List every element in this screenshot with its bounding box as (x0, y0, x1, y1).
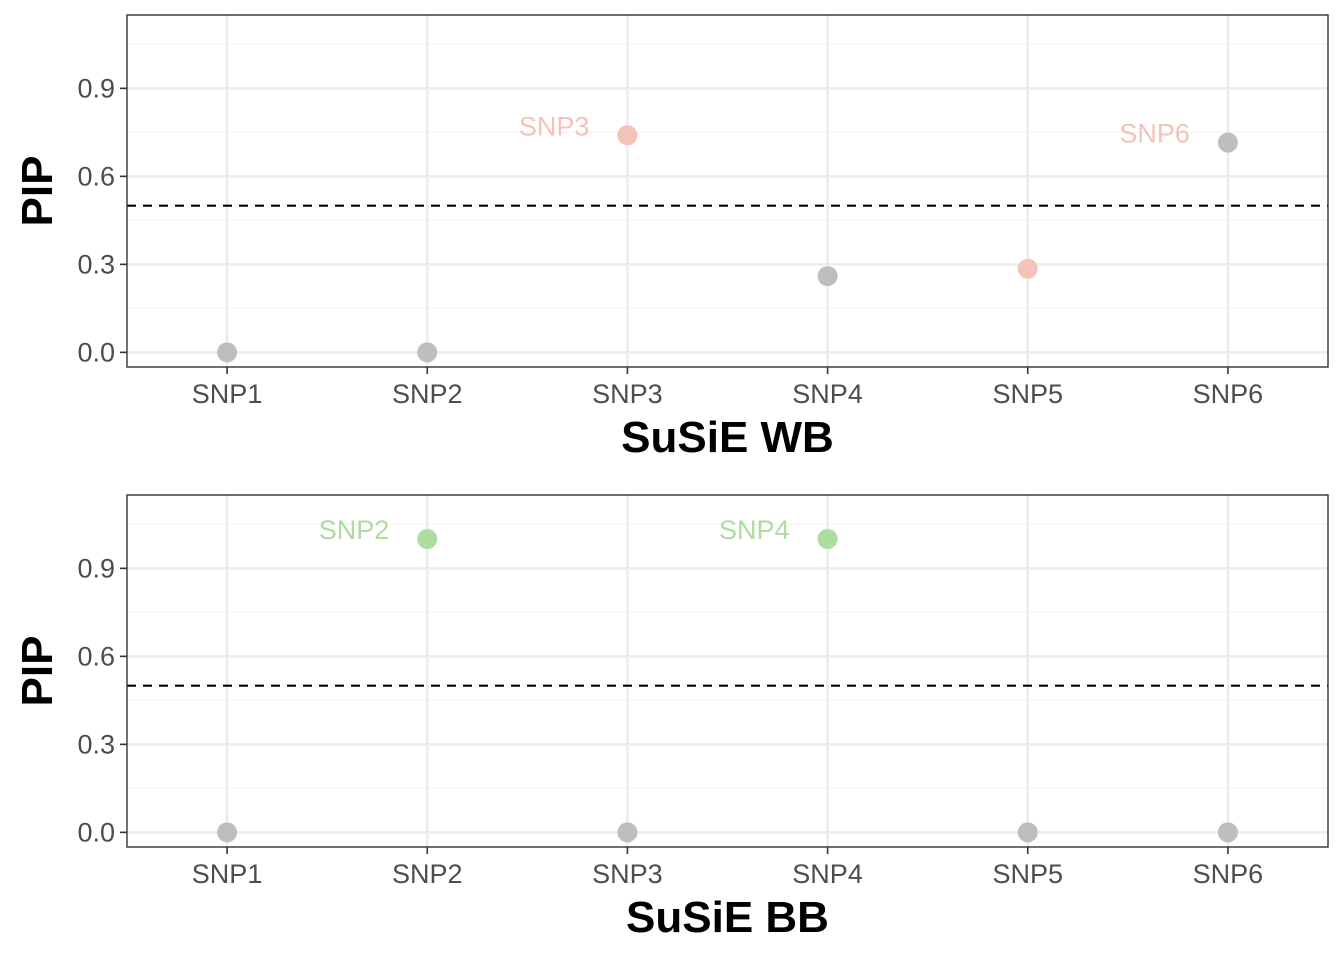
panel-background (127, 15, 1328, 367)
x-tick-label: SNP4 (792, 859, 863, 889)
x-tick-label: SNP5 (992, 379, 1063, 409)
y-axis-title: PIP (13, 636, 62, 707)
panel-background (127, 495, 1328, 847)
data-point-snp1 (217, 342, 238, 363)
panel-border (126, 14, 1329, 368)
x-tick-label: SNP5 (992, 859, 1063, 889)
x-tick-label: SNP1 (192, 859, 263, 889)
panel-1: SNP3 SNP6 0.0 0.3 0.6 0.9 SNP1 SNP2 SNP3 SNP4 SNP5… (13, 14, 1329, 462)
y-tick-label: 0.9 (77, 73, 115, 103)
x-axis-title: SuSiE BB (626, 893, 829, 942)
y-tick-label: 0.6 (77, 641, 115, 671)
y-tick-label: 0.9 (77, 553, 115, 583)
x-axis-title: SuSiE WB (621, 413, 834, 462)
data-point-snp2 (417, 529, 438, 549)
y-tick-label: 0.3 (77, 249, 115, 279)
data-point-snp3 (617, 822, 638, 843)
data-point-snp1 (217, 822, 238, 843)
point-label: SNP2 (319, 515, 390, 545)
point-label: SNP6 (1119, 119, 1190, 149)
data-point-snp4 (817, 529, 838, 549)
y-tick-label: 0.0 (77, 337, 115, 367)
x-tick-label: SNP3 (592, 859, 663, 889)
x-tick-label: SNP2 (392, 379, 463, 409)
point-label: SNP4 (719, 515, 790, 545)
data-point-snp3 (617, 125, 638, 146)
data-point-snp5 (1017, 822, 1038, 843)
panel-2: SNP2 SNP4 0.0 0.3 0.6 0.9 SNP1 SNP2 SNP3 SNP4 SNP5… (13, 494, 1329, 942)
x-tick-label: SNP4 (792, 379, 863, 409)
x-tick-label: SNP2 (392, 859, 463, 889)
point-label: SNP3 (519, 111, 590, 141)
data-point-snp2 (417, 342, 438, 363)
data-point-snp5 (1017, 258, 1038, 279)
panel-border (126, 494, 1329, 848)
x-tick-label: SNP1 (192, 379, 263, 409)
x-tick-label: SNP3 (592, 379, 663, 409)
data-point-snp6 (1217, 132, 1238, 153)
y-axis-title: PIP (13, 156, 62, 227)
x-tick-label: SNP6 (1193, 379, 1264, 409)
x-tick-label: SNP6 (1193, 859, 1264, 889)
y-tick-label: 0.0 (77, 817, 115, 847)
data-point-snp6 (1217, 822, 1238, 843)
y-tick-label: 0.6 (77, 161, 115, 191)
data-point-snp4 (817, 266, 838, 287)
y-tick-label: 0.3 (77, 729, 115, 759)
